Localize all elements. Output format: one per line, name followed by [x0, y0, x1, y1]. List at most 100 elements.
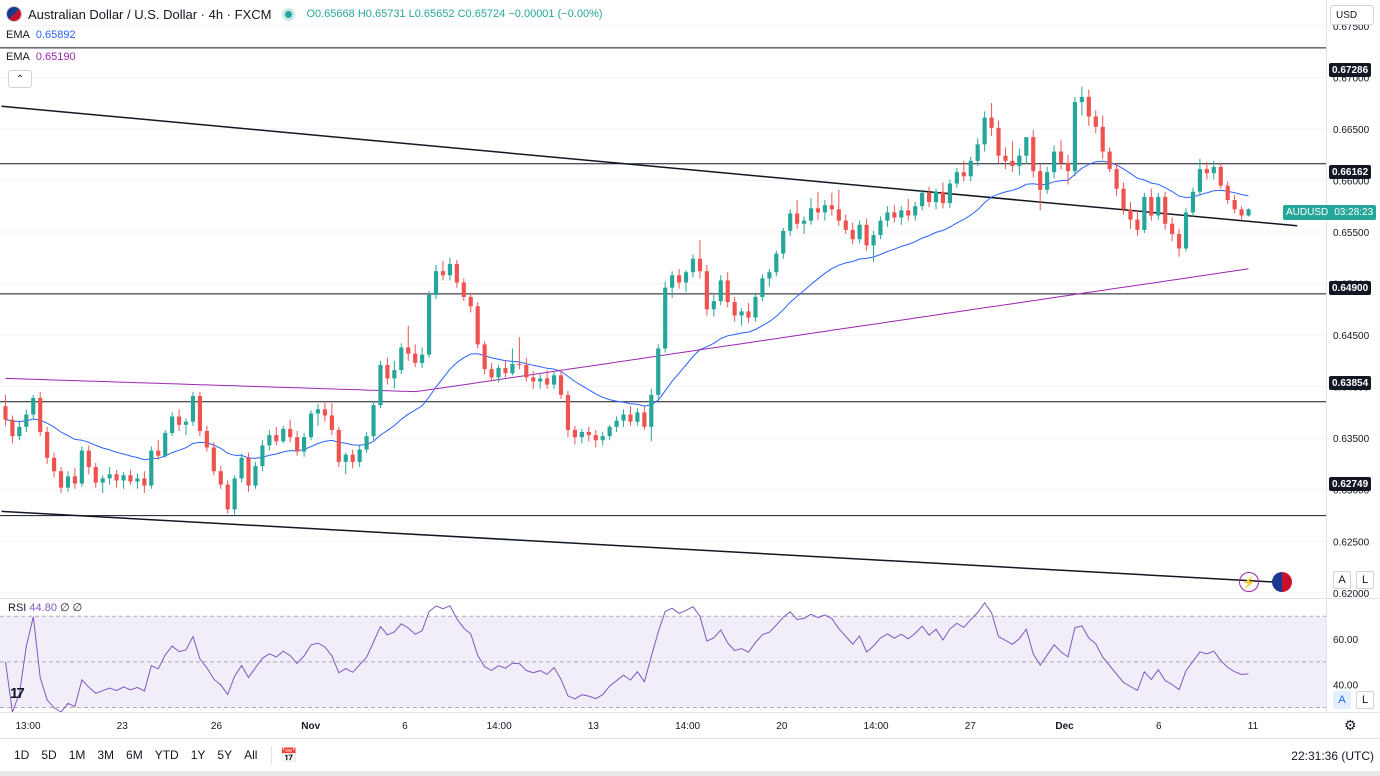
- tradingview-logo[interactable]: 17: [10, 685, 25, 702]
- candle-body: [170, 416, 175, 434]
- candle-body: [649, 394, 654, 427]
- utc-clock[interactable]: 22:31:36 (UTC): [1291, 748, 1374, 763]
- open-value: O0.65668: [306, 8, 355, 20]
- candle-body: [704, 271, 709, 310]
- price-scale-log-button[interactable]: L: [1356, 571, 1374, 589]
- candle-body: [864, 224, 869, 246]
- rsi-value: 44.80: [29, 602, 57, 614]
- ema1-legend[interactable]: EMA 0.65892: [6, 29, 76, 41]
- candle-body: [1142, 196, 1147, 230]
- candle-body: [1086, 96, 1091, 117]
- rsi-scale-log-button[interactable]: L: [1356, 691, 1374, 709]
- range-1y[interactable]: 1Y: [190, 748, 206, 762]
- rsi-pane: [0, 602, 1326, 713]
- candle-body: [621, 414, 626, 421]
- level-badge-3: 0.64900: [1329, 281, 1372, 295]
- ema1-label: EMA: [6, 29, 30, 41]
- candle-body: [1197, 169, 1202, 192]
- rsi-scale-auto-button[interactable]: A: [1333, 691, 1351, 709]
- symbol-price-badge: AUDUSD 03:28:23: [1283, 205, 1377, 220]
- candle-body: [1121, 188, 1126, 210]
- time-tick-label: 14:00: [675, 721, 700, 732]
- time-tick-label: Nov: [301, 721, 320, 732]
- candle-body: [218, 471, 223, 485]
- symbol-badge-name: AUDUSD: [1286, 207, 1329, 218]
- range-5y[interactable]: 5Y: [217, 748, 233, 762]
- range-1m[interactable]: 1M: [68, 748, 86, 762]
- horizontal-levels: [0, 47, 1326, 517]
- candle-body: [440, 271, 446, 276]
- ema2-legend[interactable]: EMA 0.65190: [6, 51, 76, 63]
- chart-canvas[interactable]: 0.675000.670000.665000.660000.655000.650…: [0, 0, 1380, 740]
- candle-body: [1100, 126, 1105, 152]
- grid-layer: [0, 25, 1326, 594]
- aud-usd-flag-icon: [6, 6, 22, 22]
- candle-body: [406, 347, 411, 354]
- lightning-icon[interactable]: ⚡: [1239, 572, 1259, 592]
- rsi-line: [5, 602, 1249, 713]
- candle-body: [635, 412, 640, 422]
- candle-body: [461, 282, 466, 297]
- axes: 0.675000.670000.665000.660000.655000.650…: [0, 0, 1380, 732]
- symbol-title[interactable]: Australian Dollar / U.S. Dollar · 4h · F…: [28, 6, 272, 22]
- candle-body: [1246, 209, 1251, 216]
- range-3m[interactable]: 3M: [97, 748, 115, 762]
- close-value: C0.65724: [457, 8, 506, 20]
- time-tick-label: 13:00: [15, 721, 40, 732]
- calendar-icon[interactable]: 📅: [280, 746, 298, 763]
- range-6m[interactable]: 6M: [126, 748, 143, 762]
- candle-body: [753, 296, 758, 318]
- currency-select[interactable]: USD: [1330, 5, 1374, 25]
- candle-body: [1149, 196, 1154, 216]
- candle-body: [197, 395, 202, 431]
- candle-body: [1183, 212, 1189, 249]
- candle-body: [343, 454, 348, 462]
- ohlc-values: O0.65668 H0.65731 L0.65652 C0.65724 −0.0…: [306, 8, 602, 20]
- candle-body: [385, 364, 390, 379]
- gear-icon[interactable]: ⚙: [1344, 717, 1357, 733]
- candle-body: [996, 127, 1001, 156]
- candle-body: [322, 409, 327, 416]
- candle-body: [149, 450, 154, 486]
- candle-body: [767, 272, 772, 279]
- candle-body: [399, 347, 404, 371]
- candle-body: [496, 368, 501, 378]
- time-tick-label: 14:00: [487, 721, 512, 732]
- candle-body: [718, 280, 723, 302]
- candle-body: [211, 447, 216, 472]
- candle-body: [1038, 171, 1043, 190]
- candle-body: [1058, 151, 1064, 163]
- range-1d[interactable]: 1D: [14, 748, 30, 762]
- candle-body: [815, 208, 821, 213]
- candle-body: [788, 213, 793, 231]
- range-ytd[interactable]: YTD: [154, 748, 179, 762]
- candle-body: [253, 466, 258, 486]
- candle-body: [579, 432, 584, 438]
- collapse-legend-button[interactable]: ⌃: [8, 70, 32, 88]
- candle-body: [892, 212, 897, 218]
- candle-body: [677, 275, 682, 283]
- rsi-legend[interactable]: RSI 44.80 ∅ ∅: [8, 601, 82, 614]
- range-all[interactable]: All: [244, 748, 258, 762]
- rsi-extra-1: ∅: [60, 602, 70, 614]
- candle-body: [836, 209, 841, 221]
- time-tick-label: 23: [117, 721, 129, 732]
- candle-body: [1232, 200, 1237, 210]
- candle-body: [656, 348, 661, 395]
- candle-body: [378, 364, 383, 406]
- candle-body: [1211, 167, 1216, 174]
- price-tick-label: 0.66000: [1333, 176, 1370, 187]
- currency-flags-icon[interactable]: [1272, 572, 1292, 592]
- candle-body: [552, 375, 557, 385]
- candle-body: [86, 450, 91, 468]
- candle-body: [1114, 169, 1119, 189]
- candle-body: [593, 435, 598, 441]
- price-scale-auto-button[interactable]: A: [1333, 571, 1351, 589]
- candle-body: [482, 344, 487, 370]
- range-5d[interactable]: 5D: [41, 748, 57, 762]
- candle-body: [1031, 137, 1036, 172]
- level-badge-1: 0.67286: [1329, 63, 1372, 77]
- market-status-icon[interactable]: [285, 10, 293, 18]
- candle-body: [927, 192, 932, 203]
- candle-body: [690, 258, 696, 273]
